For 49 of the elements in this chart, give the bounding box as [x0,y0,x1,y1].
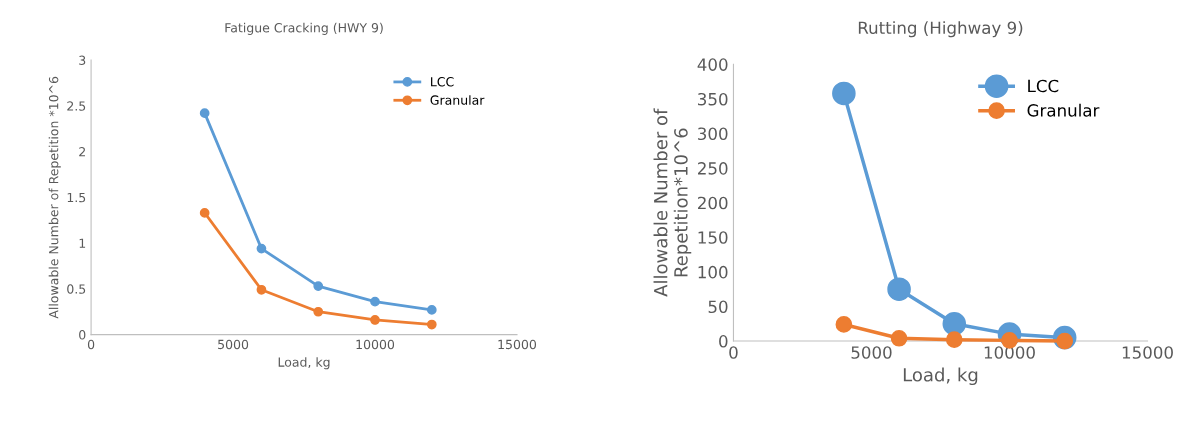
point [199,108,210,119]
y-axis-title: Allowable Number of Repetition*10^6 [653,108,692,297]
legend-label: Granular [430,95,485,105]
x-tick-label: 0 [729,346,738,359]
y-tick-label: 400 [697,58,728,71]
chart-title: Rutting (Highway 9) [858,21,1023,38]
y-tick-label: 2 [79,147,85,157]
point [256,284,267,295]
y-axis-title: Allowable Number of Repetition *10^6 [48,76,61,319]
point [426,305,437,315]
point [313,306,324,317]
point [199,208,210,218]
point [256,243,267,254]
point [370,315,380,325]
x-tick-label: 10000 [984,346,1035,359]
y-tick-label: 0.5 [67,284,86,294]
y-tick-label: 3 [79,55,86,65]
x-axis-title: Load, kg [278,357,330,370]
point [887,277,911,301]
point [832,81,856,106]
x-tick-label: 5000 [851,346,892,359]
y-tick-label: 350 [698,92,728,106]
y-tick-label: 1 [79,238,86,248]
x-tick-label: 0 [87,339,95,350]
y-tick-label: 2.5 [67,101,86,111]
legend-label: LCC [1028,79,1059,93]
point [942,311,967,336]
x-tick-label: 15000 [498,339,537,350]
y-tick-label: 200 [698,196,728,210]
point [890,329,908,347]
y-tick-label: 150 [698,231,728,244]
point [426,319,437,330]
point [370,296,380,307]
y-tick-label: 1.5 [67,192,86,203]
legend-label: LCC [431,77,454,87]
y-tick-label: 100 [698,265,728,279]
y-tick-label: 0 [79,330,86,340]
y-tick-label: 300 [698,127,728,141]
x-tick-label: 5000 [218,339,249,350]
x-tick-label: 10000 [356,339,395,350]
point [945,331,963,349]
point [835,316,853,333]
y-tick-label: 250 [698,162,728,175]
y-tick-label: 50 [708,300,728,314]
x-tick-label: 15000 [1122,346,1173,359]
x-axis-title: Load, kg [903,367,978,386]
point [313,281,324,291]
legend-label: Granular [1027,103,1100,117]
chart-title: Fatigue Cracking (HWY 9) [225,22,383,35]
